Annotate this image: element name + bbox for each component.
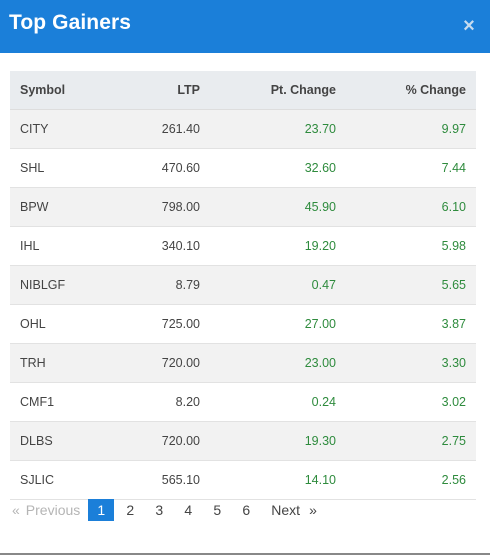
symbol-cell[interactable]: DLBS [20, 433, 53, 448]
column-header-symbol[interactable]: Symbol [10, 71, 130, 110]
ltp-cell: 720.00 [161, 433, 200, 448]
pt-change-cell: 23.70 [304, 121, 336, 136]
table-header: Symbol LTP Pt. Change % Change [10, 71, 476, 110]
page-button-4[interactable]: 4 [184, 502, 193, 518]
modal-header: Top Gainers × [0, 0, 490, 53]
table-row[interactable]: CMF1 8.20 0.24 3.02 [10, 382, 476, 421]
symbol-cell[interactable]: NIBLGF [20, 277, 66, 292]
pct-change-cell: 3.87 [441, 316, 466, 331]
symbol-cell[interactable]: CMF1 [20, 394, 55, 409]
ltp-cell: 470.60 [161, 160, 200, 175]
gainers-table: Symbol LTP Pt. Change % Change CITY 261.4… [10, 71, 476, 500]
gainers-table-container: Symbol LTP Pt. Change % Change CITY 261.4… [10, 71, 476, 500]
symbol-cell[interactable]: OHL [20, 316, 46, 331]
pt-change-cell: 0.47 [311, 277, 336, 292]
bottom-divider [0, 553, 490, 555]
pagination: « Previous 1 2 3 4 5 6 Next » [12, 499, 317, 521]
pt-change-cell: 27.00 [304, 316, 336, 331]
pct-change-cell: 2.75 [441, 433, 466, 448]
pt-change-cell: 32.60 [304, 160, 336, 175]
pt-change-cell: 19.20 [304, 238, 336, 253]
pct-change-cell: 2.56 [441, 472, 466, 487]
ltp-cell: 261.40 [161, 121, 200, 136]
table-row[interactable]: DLBS 720.00 19.30 2.75 [10, 421, 476, 460]
pct-change-cell: 7.44 [441, 160, 466, 175]
previous-button[interactable]: Previous [25, 502, 81, 518]
symbol-cell[interactable]: IHL [20, 238, 40, 253]
pt-change-cell: 45.90 [304, 199, 336, 214]
last-page-icon[interactable]: » [309, 502, 317, 518]
pct-change-cell: 3.30 [441, 355, 466, 370]
modal-title: Top Gainers [9, 11, 132, 34]
pt-change-cell: 14.10 [304, 472, 336, 487]
ltp-cell: 725.00 [161, 316, 200, 331]
symbol-cell[interactable]: TRH [20, 355, 46, 370]
pt-change-cell: 19.30 [304, 433, 336, 448]
table-row[interactable]: SHL 470.60 32.60 7.44 [10, 148, 476, 187]
table-row[interactable]: IHL 340.10 19.20 5.98 [10, 226, 476, 265]
ltp-cell: 8.79 [175, 277, 200, 292]
ltp-cell: 340.10 [161, 238, 200, 253]
column-header-ltp[interactable]: LTP [130, 71, 210, 110]
ltp-cell: 720.00 [161, 355, 200, 370]
symbol-cell[interactable]: SJLIC [20, 472, 55, 487]
table-row[interactable]: SJLIC 565.10 14.10 2.56 [10, 460, 476, 499]
table-row[interactable]: NIBLGF 8.79 0.47 5.65 [10, 265, 476, 304]
page-button-6[interactable]: 6 [242, 502, 251, 518]
pct-change-cell: 9.97 [441, 121, 466, 136]
pct-change-cell: 5.98 [441, 238, 466, 253]
pct-change-cell: 6.10 [441, 199, 466, 214]
column-header-pct-change[interactable]: % Change [346, 71, 476, 110]
close-icon[interactable]: × [463, 14, 475, 37]
pct-change-cell: 5.65 [441, 277, 466, 292]
ltp-cell: 565.10 [161, 472, 200, 487]
table-row[interactable]: TRH 720.00 23.00 3.30 [10, 343, 476, 382]
table-row[interactable]: OHL 725.00 27.00 3.87 [10, 304, 476, 343]
table-body: CITY 261.40 23.70 9.97 SHL 470.60 32.60 7.44 BPW… [10, 109, 476, 499]
pt-change-cell: 0.24 [311, 394, 336, 409]
page-button-2[interactable]: 2 [126, 502, 135, 518]
next-button[interactable]: Next [271, 502, 301, 518]
symbol-cell[interactable]: SHL [20, 160, 45, 175]
first-page-icon: « [12, 502, 20, 518]
pct-change-cell: 3.02 [441, 394, 466, 409]
symbol-cell[interactable]: BPW [20, 199, 49, 214]
ltp-cell: 8.20 [175, 394, 200, 409]
symbol-cell[interactable]: CITY [20, 121, 49, 136]
column-header-pt-change[interactable]: Pt. Change [210, 71, 346, 110]
page-button-3[interactable]: 3 [155, 502, 164, 518]
page-button-1[interactable]: 1 [88, 499, 115, 521]
ltp-cell: 798.00 [161, 199, 200, 214]
table-row[interactable]: CITY 261.40 23.70 9.97 [10, 109, 476, 148]
table-row[interactable]: BPW 798.00 45.90 6.10 [10, 187, 476, 226]
page-button-5[interactable]: 5 [213, 502, 222, 518]
pt-change-cell: 23.00 [304, 355, 336, 370]
